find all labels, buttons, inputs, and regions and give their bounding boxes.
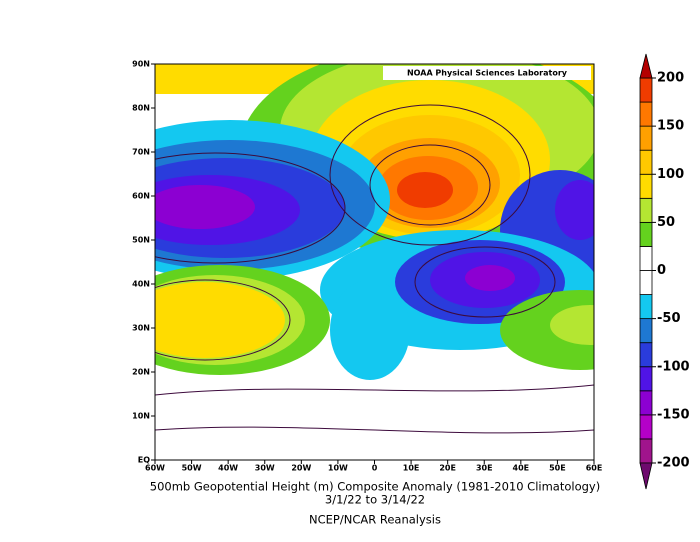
colorbar-label: -150 [657,407,690,422]
lon-label: 40W [218,464,238,473]
lon-label: 20E [439,464,456,473]
lon-label: 50E [549,464,566,473]
lon-label: 20W [291,464,311,473]
lat-label: 90N [132,60,150,69]
lat-label: 50N [132,236,150,245]
lat-label: 30N [132,324,150,333]
lon-label: 10W [328,464,348,473]
colorbar-over [639,53,653,79]
colorbar-band [639,149,653,175]
source: NCEP/NCAR Reanalysis [309,513,441,527]
colorbar-band [639,173,653,199]
lat-label: 70N [132,148,150,157]
lat-label: 10N [132,412,150,421]
colorbar-band [639,294,653,320]
colorbar-band [639,270,653,295]
lon-label: 10E [403,464,420,473]
lat-label: 40N [132,280,150,289]
colorbar-label: 200 [657,71,684,86]
colorbar-band [639,366,653,392]
anomaly-field [155,64,594,460]
dates: 3/1/22 to 3/14/22 [325,493,425,507]
lon-label: 40E [513,464,530,473]
colorbar-label: 100 [657,167,684,182]
colorbar-label: -100 [657,359,690,374]
colorbar-band [639,197,653,223]
colorbar-label: 0 [657,263,666,278]
lat-label: EQ [138,456,150,465]
lon-label: 50W [182,464,202,473]
credit: NOAA Physical Sciences Laboratory [407,69,568,78]
lon-label: 30W [255,464,275,473]
lon-label: 60W [145,464,165,473]
colorbar-band [639,342,653,368]
colorbar-band [639,414,653,440]
colorbar-under [639,462,653,490]
lon-label: 0 [372,464,378,473]
lat-label: 80N [132,104,150,113]
colorbar-band [639,77,653,103]
colorbar-label: 150 [657,119,684,134]
colorbar-band [639,390,653,416]
lon-label: 30E [476,464,493,473]
colorbar-band [639,101,653,127]
colorbar-band [639,318,653,344]
title: 500mb Geopotential Height (m) Composite … [150,480,600,494]
colorbar-band [639,246,653,271]
lat-label: 20N [132,368,150,377]
lon-label: 60E [586,464,603,473]
credit-box [383,66,591,80]
colorbar-label: 50 [657,215,675,230]
colorbar-label: -200 [657,456,690,471]
colorbar-band [639,438,653,464]
colorbar-band [639,125,653,151]
lat-label: 60N [132,192,150,201]
colorbar-label: -50 [657,311,681,326]
colorbar-band [639,221,653,247]
